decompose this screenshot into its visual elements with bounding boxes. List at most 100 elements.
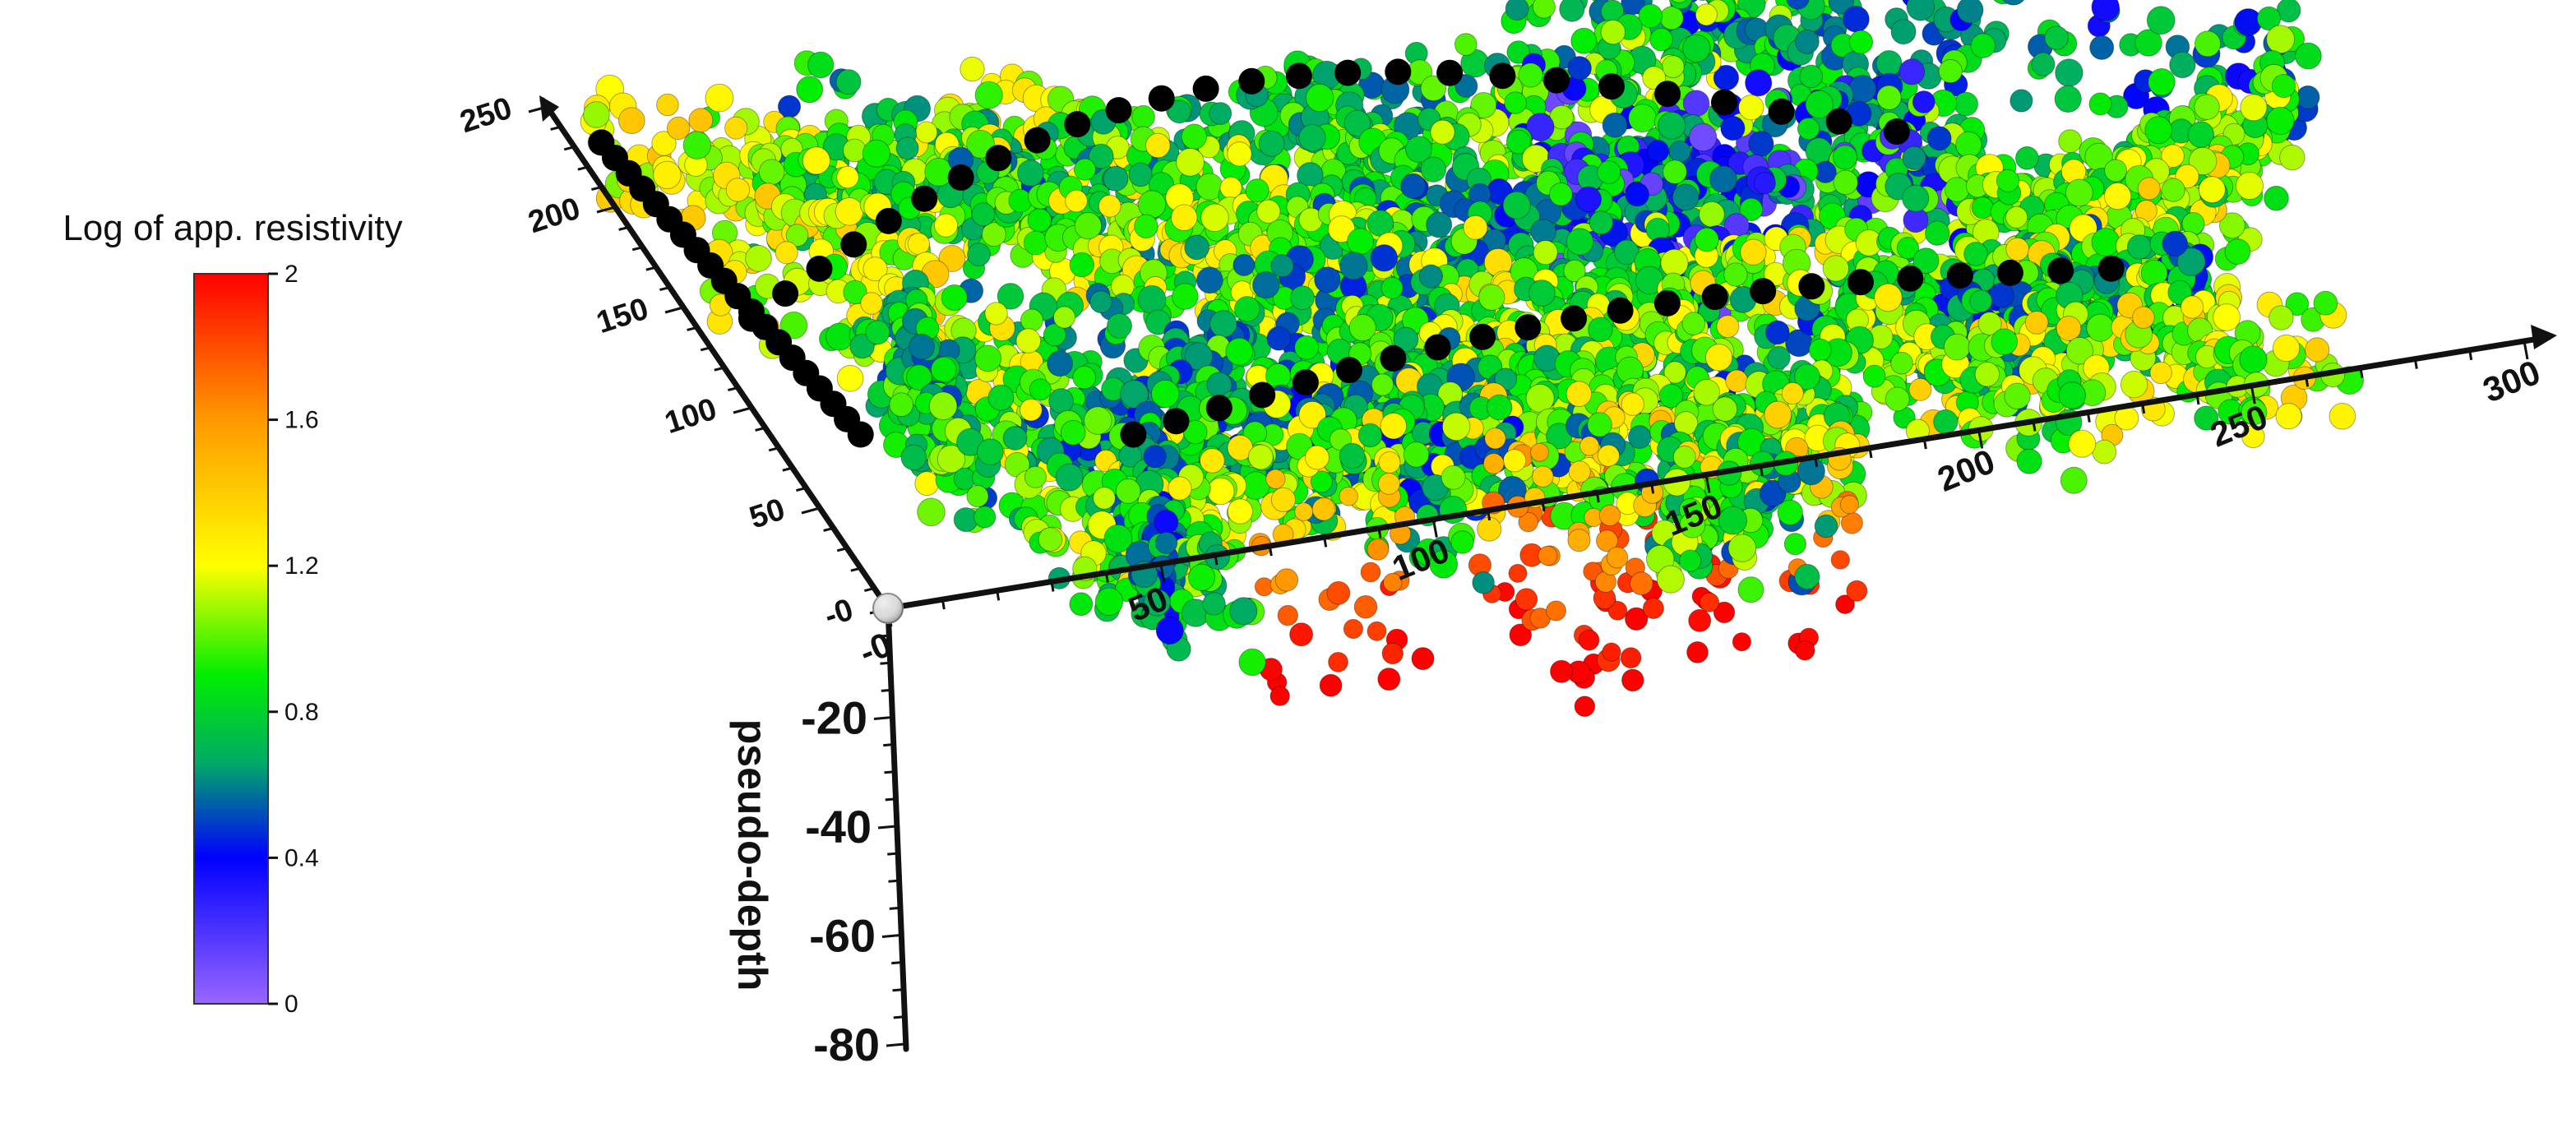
data-point	[1862, 364, 1886, 388]
data-point	[1638, 3, 1663, 29]
data-point	[1671, 0, 1687, 3]
data-point	[2181, 295, 2204, 319]
data-point	[1430, 119, 1455, 145]
data-point	[1699, 201, 1725, 228]
data-point	[1753, 172, 1776, 195]
data-point	[1723, 262, 1748, 287]
data-point	[656, 93, 679, 117]
data-point	[1600, 19, 1626, 45]
data-point	[1938, 58, 1963, 84]
data-point	[1505, 0, 1529, 21]
data-point	[1695, 3, 1718, 26]
data-point	[2162, 230, 2189, 257]
colorbar-tick-label: 0.8	[284, 699, 319, 726]
data-point	[1069, 252, 1095, 278]
data-point	[1137, 190, 1167, 219]
data-point	[1027, 208, 1052, 233]
data-point	[1343, 109, 1371, 137]
data-point	[1357, 423, 1383, 448]
data-point	[1418, 264, 1444, 289]
data-point	[1024, 465, 1048, 488]
colorbar-tick-label: 2	[284, 261, 298, 288]
data-point	[1137, 284, 1167, 314]
data-point	[2194, 30, 2222, 58]
data-point	[1738, 95, 1764, 121]
data-point	[2089, 35, 2115, 60]
data-point	[1668, 140, 1691, 163]
data-point	[1093, 487, 1116, 510]
data-point	[1107, 312, 1132, 339]
colorbar-tick-label: 0.4	[284, 844, 319, 871]
data-point	[1020, 398, 1043, 422]
data-point	[900, 444, 927, 471]
data-point	[1621, 392, 1645, 416]
data-point	[895, 136, 919, 160]
data-point	[1073, 158, 1097, 181]
data-point	[2009, 89, 2033, 113]
data-point	[1486, 394, 1513, 421]
data-point	[2104, 159, 2128, 183]
data-point	[1089, 143, 1114, 169]
data-point	[2224, 238, 2251, 266]
data-point	[1170, 204, 1198, 232]
data-point	[2146, 6, 2176, 35]
data-point	[1890, 351, 1913, 375]
data-point	[966, 485, 989, 508]
colorbar-title: Log of app. resistivity	[62, 208, 402, 248]
data-point	[1767, 345, 1791, 370]
data-point	[1200, 448, 1225, 474]
data-point	[1072, 365, 1097, 390]
data-point	[1454, 33, 1478, 56]
data-point	[1143, 445, 1167, 469]
data-point	[907, 233, 931, 256]
data-point	[2137, 177, 2161, 201]
data-point	[666, 116, 691, 141]
data-point	[915, 121, 938, 144]
data-point	[1689, 122, 1718, 152]
data-point	[2120, 370, 2148, 399]
data-point	[974, 344, 1002, 372]
data-point	[1955, 131, 1982, 159]
data-point	[2194, 94, 2220, 120]
data-point	[1206, 477, 1235, 506]
data-point	[1052, 306, 1076, 329]
data-point	[1565, 381, 1593, 408]
data-point	[1786, 0, 1810, 10]
data-point	[1740, 238, 1767, 266]
data-point	[1822, 255, 1850, 282]
data-point	[1672, 183, 1700, 211]
data-point	[1833, 169, 1858, 196]
data-point	[1528, 280, 1556, 307]
data-point	[1074, 212, 1103, 240]
data-point	[1502, 449, 1527, 473]
data-point	[1567, 56, 1592, 81]
data-point	[1925, 220, 1950, 246]
data-points	[580, 0, 2365, 718]
data-point	[1420, 75, 1447, 102]
data-point	[836, 364, 864, 392]
data-point	[1370, 244, 1399, 272]
data-point	[1954, 91, 1979, 117]
data-point	[2086, 313, 2115, 342]
data-point	[2148, 68, 2176, 96]
data-point	[2144, 116, 2173, 145]
data-point	[862, 139, 891, 168]
data-point	[688, 108, 714, 133]
data-point	[1380, 412, 1408, 440]
data-point	[917, 497, 946, 527]
data-point	[1906, 0, 1935, 21]
data-point	[860, 292, 883, 315]
data-point	[1347, 228, 1374, 256]
data-point	[807, 51, 835, 79]
data-point	[1098, 194, 1122, 218]
data-point	[941, 284, 968, 312]
data-point	[1875, 50, 1903, 76]
data-point	[2169, 51, 2196, 79]
colorbar-tick-label: 0	[284, 991, 298, 1018]
data-point	[2054, 85, 2082, 113]
colorbar-ticks: 00.40.81.21.62	[268, 261, 319, 1018]
data-point	[1233, 253, 1256, 276]
data-point	[1227, 498, 1254, 525]
data-point	[2044, 25, 2069, 50]
data-point	[930, 356, 957, 383]
